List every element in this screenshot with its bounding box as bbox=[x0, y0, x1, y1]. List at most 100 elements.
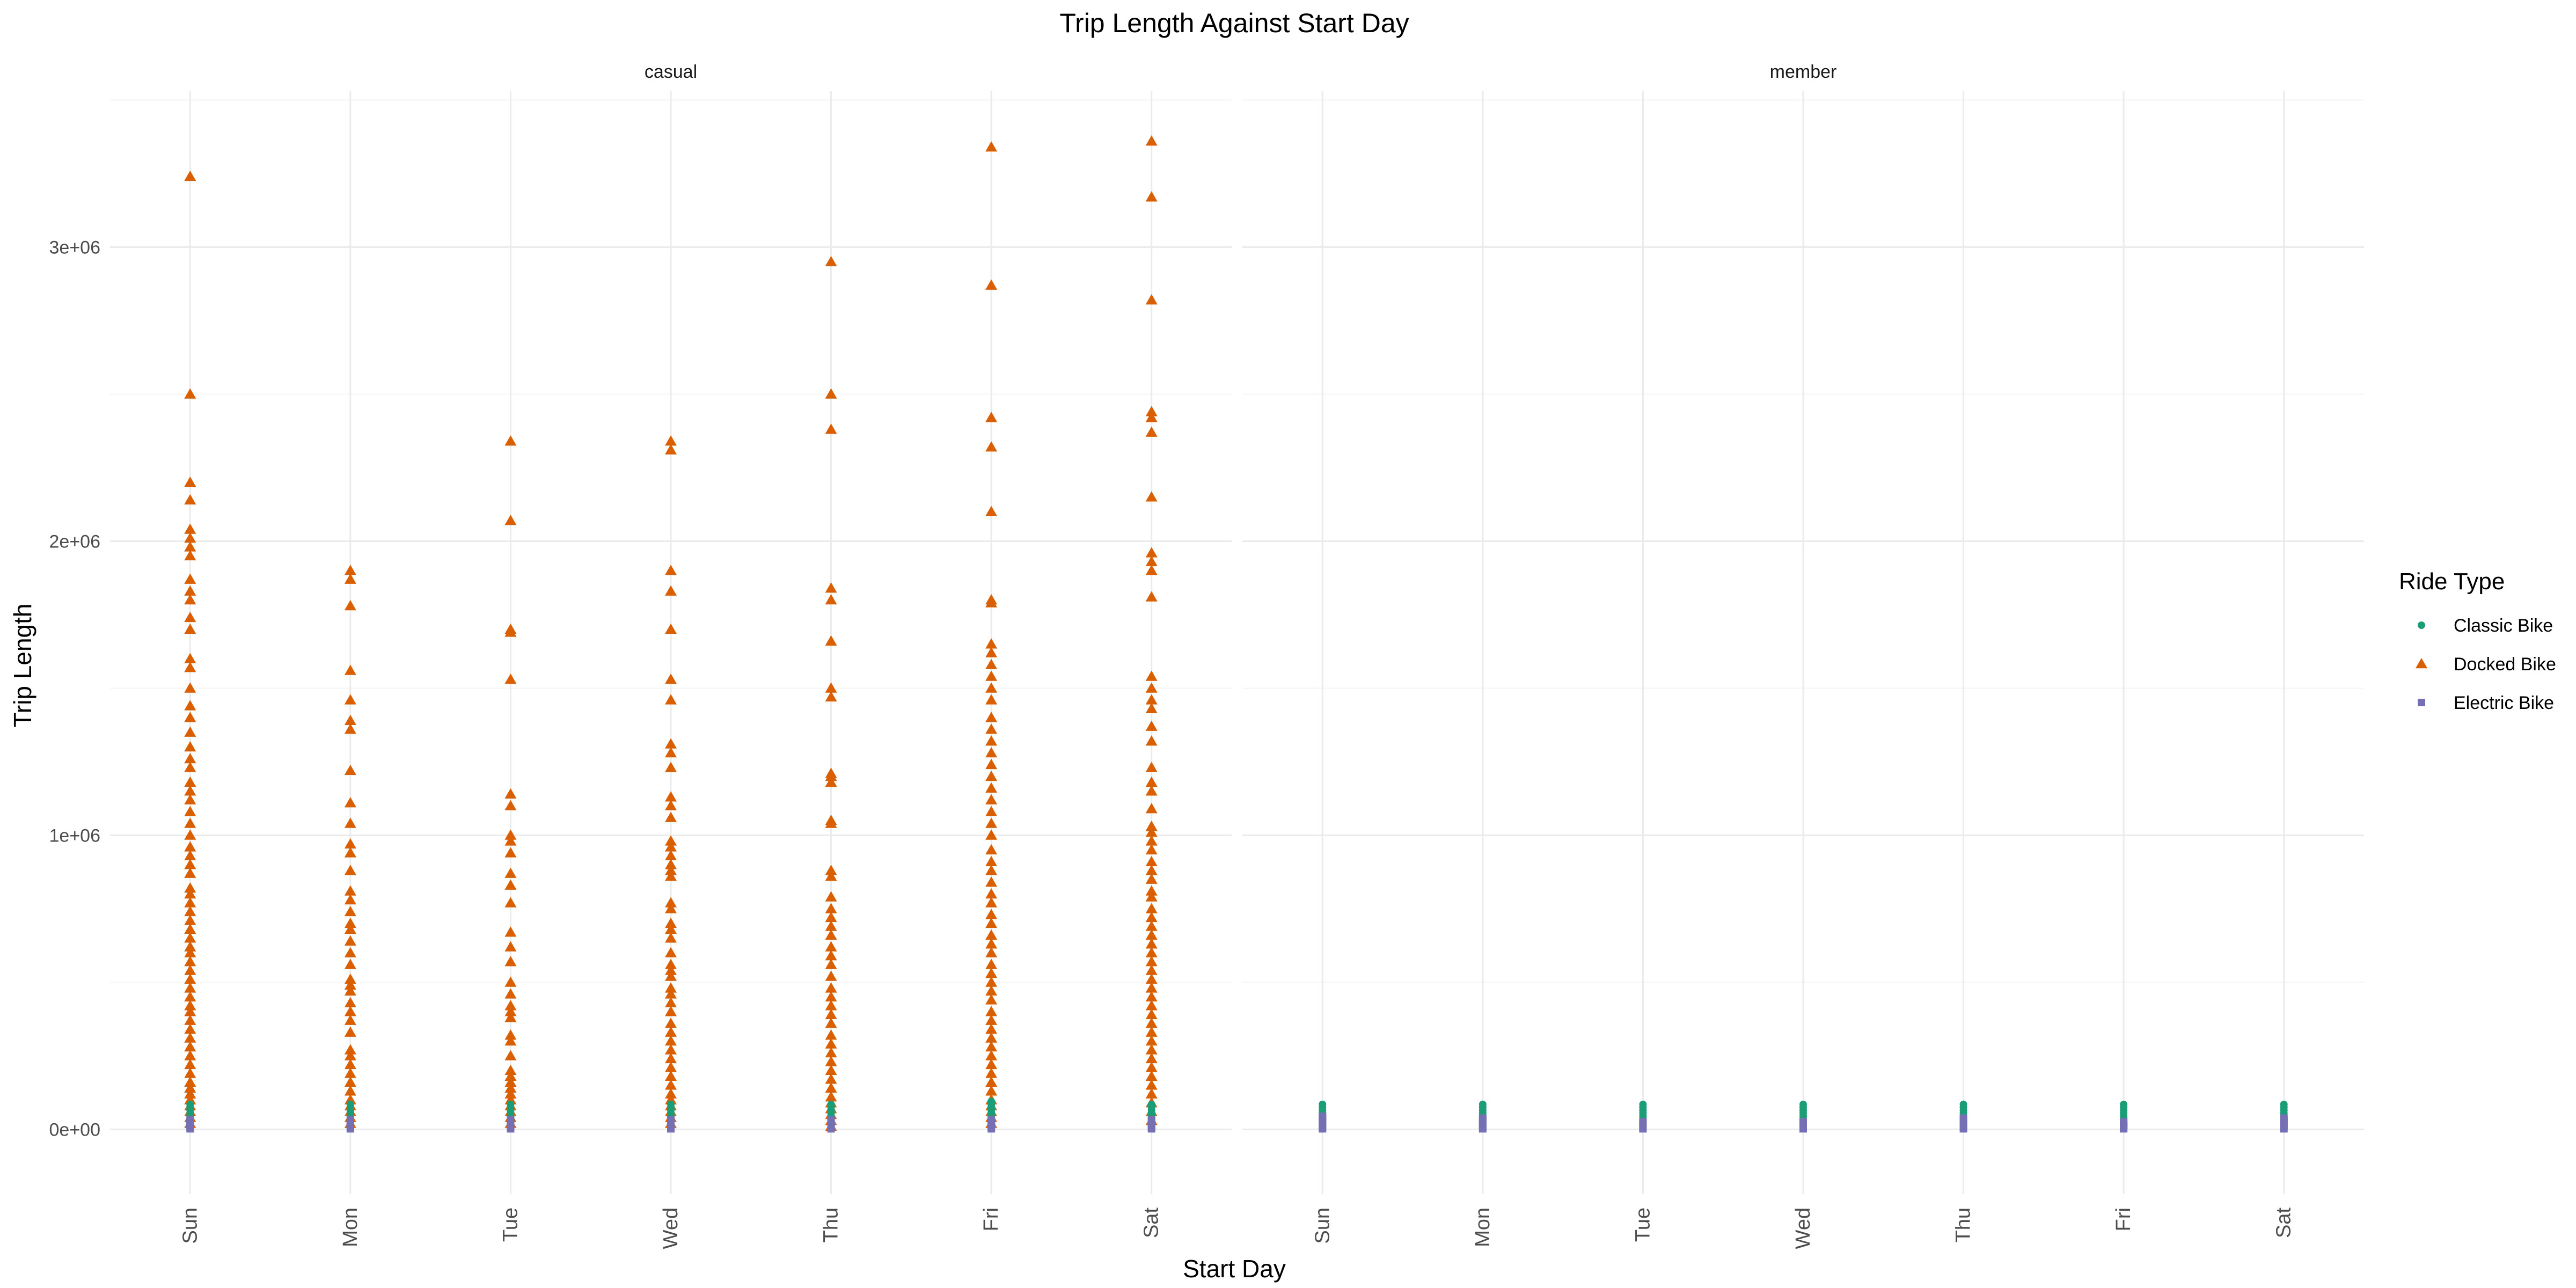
data-point-docked-bike bbox=[184, 897, 196, 908]
data-point-docked-bike bbox=[985, 876, 998, 887]
data-point-docked-bike bbox=[665, 1006, 677, 1016]
data-point-classic-bike bbox=[987, 1097, 996, 1106]
data-point-docked-bike bbox=[825, 1000, 837, 1011]
legend: Ride Type Classic Bike Docked Bike Electri… bbox=[2399, 568, 2556, 713]
data-point-classic-bike bbox=[507, 1100, 515, 1108]
data-point-docked-bike bbox=[504, 829, 517, 840]
data-point-docked-bike bbox=[665, 762, 677, 772]
data-point-docked-bike bbox=[665, 970, 677, 981]
x-tick-label: Sun bbox=[179, 1208, 201, 1244]
data-point-docked-bike bbox=[504, 1006, 517, 1016]
data-point-docked-bike bbox=[504, 926, 517, 937]
data-point-docked-bike bbox=[184, 785, 196, 796]
data-point-docked-bike bbox=[184, 653, 196, 663]
data-point-docked-bike bbox=[665, 1035, 677, 1046]
data-point-docked-bike bbox=[1145, 702, 1158, 714]
data-point-docked-bike bbox=[344, 985, 356, 996]
data-point-docked-bike bbox=[825, 255, 837, 267]
data-point-docked-bike bbox=[184, 476, 196, 487]
data-point-docked-bike bbox=[344, 935, 356, 946]
data-point-docked-bike bbox=[344, 1026, 356, 1037]
y-tick-label: 0e+00 bbox=[49, 1119, 101, 1140]
data-point-docked-bike bbox=[985, 829, 998, 840]
data-point-docked-bike bbox=[184, 829, 196, 840]
data-point-docked-bike bbox=[985, 694, 998, 705]
data-point-docked-bike bbox=[985, 909, 998, 919]
data-point-docked-bike bbox=[825, 891, 837, 902]
data-point-docked-bike bbox=[665, 917, 677, 928]
data-point-docked-bike bbox=[1145, 785, 1158, 796]
data-point-docked-bike bbox=[1145, 964, 1158, 975]
legend-key-docked-bike bbox=[2416, 658, 2427, 669]
data-point-docked-bike bbox=[184, 550, 196, 561]
data-point-docked-bike bbox=[985, 747, 998, 758]
data-point-docked-bike bbox=[665, 1062, 677, 1072]
data-point-docked-bike bbox=[184, 914, 196, 925]
data-point-classic-bike bbox=[186, 1100, 194, 1108]
data-point-docked-bike bbox=[665, 1094, 677, 1104]
data-point-docked-bike bbox=[344, 565, 356, 575]
data-point-docked-bike bbox=[504, 867, 517, 878]
data-point-electric-bike bbox=[1959, 1114, 1967, 1122]
data-point-docked-bike bbox=[344, 764, 356, 775]
data-point-docked-bike bbox=[184, 1041, 196, 1052]
x-tick-label: Tue bbox=[499, 1208, 522, 1242]
data-point-docked-bike bbox=[985, 770, 998, 781]
data-point-docked-bike bbox=[344, 1006, 356, 1016]
data-point-docked-bike bbox=[184, 585, 196, 596]
data-point-docked-bike bbox=[504, 835, 517, 846]
data-point-docked-bike bbox=[184, 794, 196, 804]
data-point-docked-bike bbox=[825, 911, 837, 923]
data-point-docked-bike bbox=[1145, 911, 1158, 923]
data-point-docked-bike bbox=[184, 1032, 196, 1043]
data-point-docked-bike bbox=[184, 1094, 196, 1104]
x-axis-label: Start Day bbox=[1183, 1255, 1286, 1283]
data-point-docked-bike bbox=[1145, 1062, 1158, 1072]
data-point-docked-bike bbox=[184, 1058, 196, 1070]
data-point-docked-bike bbox=[985, 638, 998, 649]
data-point-docked-bike bbox=[344, 997, 356, 1008]
data-point-docked-bike bbox=[184, 682, 196, 693]
data-point-classic-bike bbox=[1479, 1100, 1487, 1108]
data-point-docked-bike bbox=[985, 806, 998, 816]
data-point-classic-bike bbox=[346, 1100, 354, 1108]
data-point-docked-bike bbox=[504, 847, 517, 858]
data-point-docked-bike bbox=[825, 691, 837, 702]
data-point-docked-bike bbox=[1145, 591, 1158, 602]
legend-label: Docked Bike bbox=[2454, 654, 2556, 675]
data-point-electric-bike bbox=[186, 1116, 194, 1124]
data-point-docked-bike bbox=[344, 865, 356, 875]
data-point-docked-bike bbox=[665, 791, 677, 802]
data-point-docked-bike bbox=[665, 841, 677, 852]
data-point-docked-bike bbox=[1145, 412, 1158, 422]
x-tick-label: Mon bbox=[339, 1208, 362, 1247]
x-tick-label: Mon bbox=[1472, 1208, 1494, 1247]
facet-panel-casual: casual 0e+00 1e+06 2e+06 3e+06 Sun Mon Tue Wed Th… bbox=[49, 62, 1232, 1249]
data-point-docked-bike bbox=[1145, 803, 1158, 814]
data-point-docked-bike bbox=[825, 950, 837, 961]
data-point-docked-bike bbox=[504, 674, 517, 684]
data-point-docked-bike bbox=[1145, 294, 1158, 305]
data-point-docked-bike bbox=[184, 1050, 196, 1060]
data-point-docked-bike bbox=[184, 573, 196, 584]
data-point-docked-bike bbox=[1145, 682, 1158, 693]
data-point-docked-bike bbox=[504, 435, 517, 446]
data-point-docked-bike bbox=[344, 1085, 356, 1096]
data-point-docked-bike bbox=[985, 1032, 998, 1043]
data-point-docked-bike bbox=[184, 1000, 196, 1011]
legend-label: Electric Bike bbox=[2454, 693, 2554, 713]
data-point-docked-bike bbox=[344, 797, 356, 808]
data-point-docked-bike bbox=[504, 1012, 517, 1022]
data-point-docked-bike bbox=[184, 850, 196, 861]
data-point-docked-bike bbox=[985, 658, 998, 669]
data-point-docked-bike bbox=[344, 947, 356, 957]
data-point-docked-bike bbox=[665, 444, 677, 455]
legend-item: Electric Bike bbox=[2418, 693, 2554, 713]
data-point-docked-bike bbox=[504, 976, 517, 987]
data-point-docked-bike bbox=[184, 859, 196, 869]
data-point-docked-bike bbox=[1145, 891, 1158, 902]
data-point-docked-bike bbox=[184, 494, 196, 504]
data-point-docked-bike bbox=[1145, 873, 1158, 884]
data-point-docked-bike bbox=[665, 800, 677, 810]
